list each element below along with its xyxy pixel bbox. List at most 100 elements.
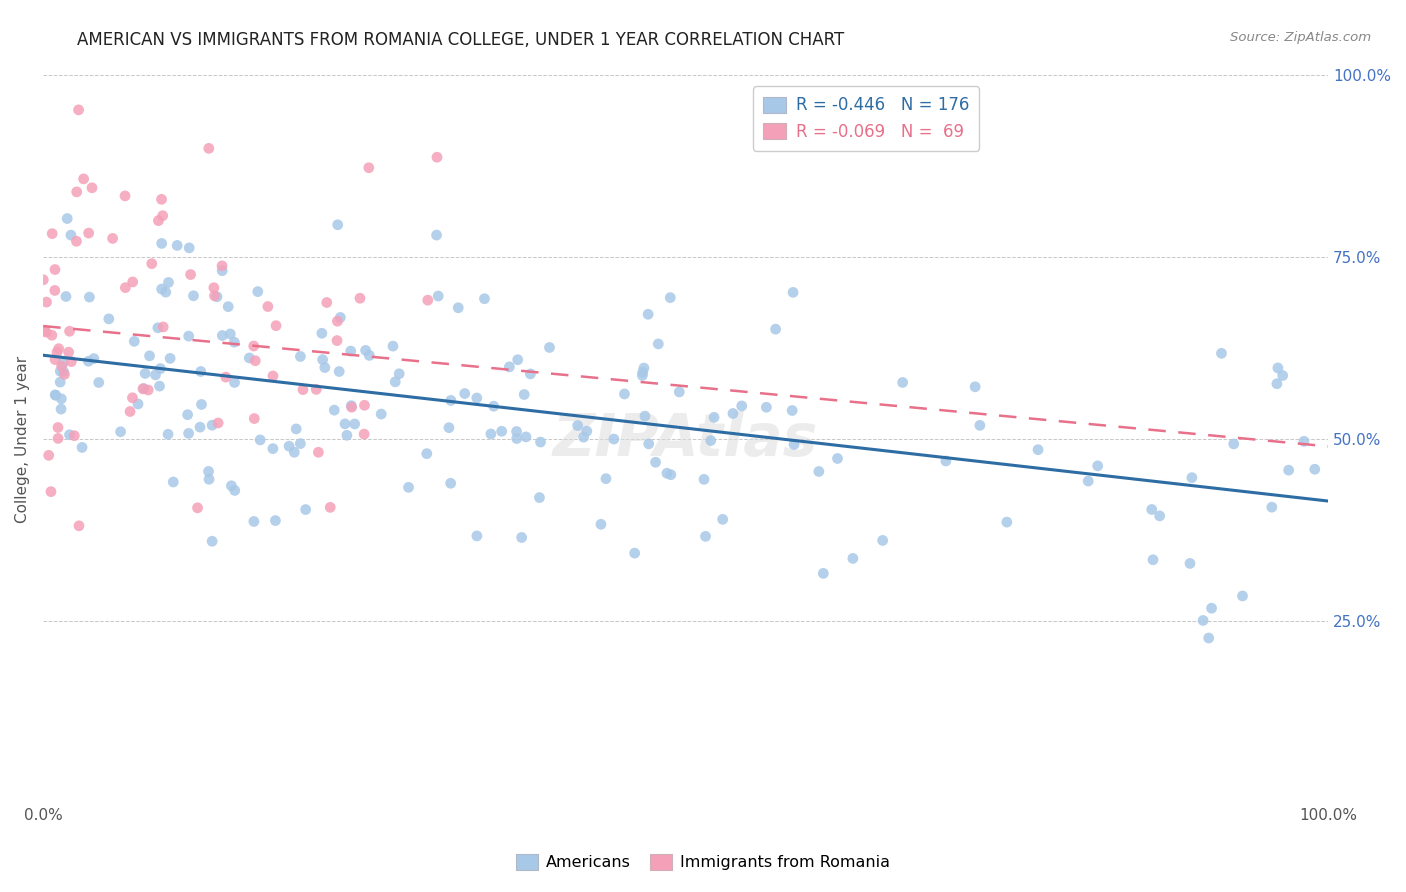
Point <box>150 282 173 296</box>
Point <box>290 350 312 364</box>
Point <box>285 422 308 436</box>
Point <box>155 285 177 300</box>
Point <box>370 407 392 421</box>
Point <box>157 276 180 290</box>
Point <box>813 566 835 581</box>
Point <box>152 209 174 223</box>
Point <box>721 407 744 421</box>
Point <box>699 434 721 448</box>
Point <box>1142 553 1164 567</box>
Point <box>77 354 100 368</box>
Point <box>659 291 682 305</box>
Point <box>353 398 375 412</box>
Point <box>48 342 70 356</box>
Point <box>197 465 219 479</box>
Point <box>150 236 173 251</box>
Point <box>198 472 221 486</box>
Point <box>46 432 69 446</box>
Point <box>505 425 527 439</box>
Point <box>329 310 352 325</box>
Point <box>1026 442 1049 457</box>
Point <box>755 401 778 415</box>
Point <box>65 234 87 248</box>
Point <box>264 318 287 333</box>
Point <box>211 263 233 277</box>
Point <box>221 479 243 493</box>
Point <box>217 300 239 314</box>
Point <box>1087 458 1109 473</box>
Point <box>257 300 280 314</box>
Point <box>72 172 94 186</box>
Point <box>595 472 617 486</box>
Point <box>188 420 211 434</box>
Point <box>121 391 143 405</box>
Point <box>326 218 349 232</box>
Point <box>44 352 66 367</box>
Point <box>63 428 86 442</box>
Point <box>388 367 411 381</box>
Point <box>693 472 716 486</box>
Point <box>201 418 224 433</box>
Point <box>575 424 598 438</box>
Point <box>249 433 271 447</box>
Point <box>323 403 346 417</box>
Point <box>765 322 787 336</box>
Point <box>343 417 366 431</box>
Point <box>1149 508 1171 523</box>
Point <box>1232 589 1254 603</box>
Point <box>148 213 170 227</box>
Point <box>183 289 205 303</box>
Point <box>291 383 314 397</box>
Point <box>204 289 226 303</box>
Point <box>44 284 66 298</box>
Point <box>87 376 110 390</box>
Point <box>219 326 242 341</box>
Point <box>262 368 284 383</box>
Point <box>46 345 69 359</box>
Point <box>711 512 734 526</box>
Point <box>114 189 136 203</box>
Point <box>132 382 155 396</box>
Point <box>995 515 1018 529</box>
Point <box>465 529 488 543</box>
Point <box>32 273 55 287</box>
Point <box>307 445 329 459</box>
Point <box>1211 346 1233 360</box>
Point <box>782 285 804 300</box>
Point <box>1178 557 1201 571</box>
Point <box>1222 437 1244 451</box>
Point <box>454 386 477 401</box>
Point <box>319 500 342 515</box>
Point <box>440 393 463 408</box>
Point <box>77 226 100 240</box>
Point <box>1267 360 1289 375</box>
Point <box>935 454 957 468</box>
Point <box>35 325 58 339</box>
Point <box>34 324 56 338</box>
Point <box>381 339 404 353</box>
Point <box>1077 474 1099 488</box>
Point <box>1278 463 1301 477</box>
Point <box>1303 462 1326 476</box>
Point <box>49 364 72 378</box>
Point <box>357 161 380 175</box>
Point <box>283 445 305 459</box>
Point <box>703 410 725 425</box>
Point <box>121 275 143 289</box>
Point <box>145 368 167 382</box>
Point <box>506 432 529 446</box>
Point <box>354 343 377 358</box>
Point <box>447 301 470 315</box>
Point <box>426 150 449 164</box>
Point <box>315 295 337 310</box>
Point <box>166 238 188 252</box>
Point <box>198 141 221 155</box>
Point <box>41 328 63 343</box>
Point <box>634 409 657 423</box>
Point <box>427 289 450 303</box>
Point <box>440 476 463 491</box>
Point <box>668 384 690 399</box>
Point <box>58 345 80 359</box>
Point <box>60 354 83 368</box>
Point <box>1261 500 1284 515</box>
